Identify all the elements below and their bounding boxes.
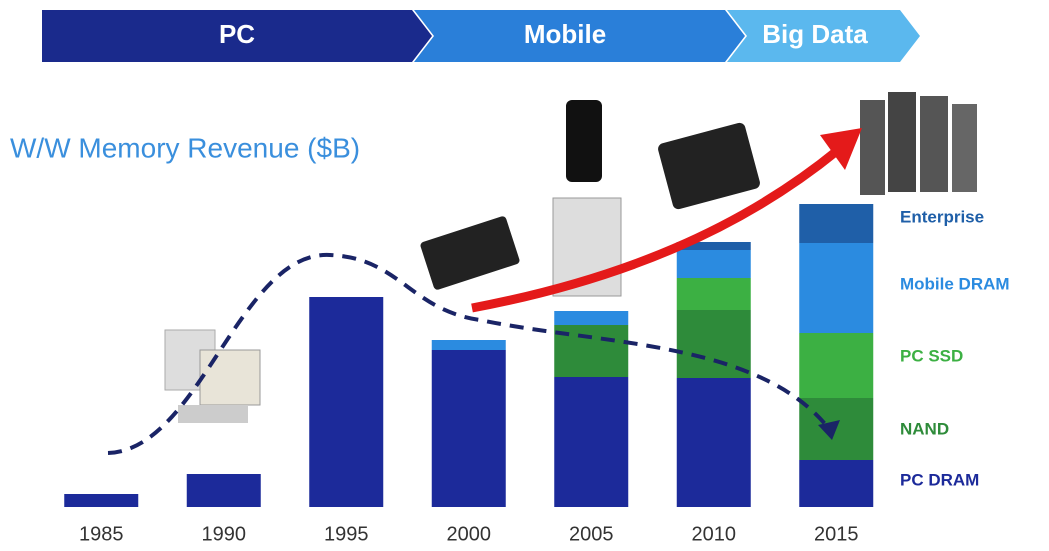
bar-segment	[799, 243, 874, 333]
banner-label: Mobile	[524, 19, 606, 49]
pc-icon	[178, 405, 248, 423]
trend-line	[107, 252, 832, 455]
bar-segment	[186, 474, 261, 507]
bar-segment	[309, 297, 384, 507]
tablet-icon	[658, 122, 760, 210]
bar-segment	[554, 311, 629, 325]
server-icon	[920, 96, 948, 192]
growth-arrow	[471, 146, 841, 313]
x-tick-label: 2010	[692, 523, 737, 545]
bar-segment	[676, 278, 751, 310]
server-icon	[952, 104, 977, 192]
bar-segment	[676, 250, 751, 278]
legend-label: Enterprise	[900, 207, 984, 226]
bar-segment	[799, 333, 874, 398]
sd-icon	[420, 216, 520, 290]
x-tick-label: 2015	[814, 523, 859, 545]
legend-label: PC SSD	[900, 346, 963, 365]
trend-arrowhead	[818, 420, 840, 440]
server-icon	[860, 100, 885, 195]
bar-segment	[676, 242, 751, 250]
x-tick-label: 2000	[447, 523, 492, 545]
phone-icon	[566, 100, 602, 182]
server-icon	[888, 92, 916, 192]
banner-mobile	[414, 10, 745, 62]
x-tick-label: 1990	[202, 523, 247, 545]
legend-label: PC DRAM	[900, 470, 979, 489]
banner-label: Big Data	[762, 19, 868, 49]
bar-segment	[676, 378, 751, 507]
growth-arrowhead	[820, 128, 862, 170]
legend-label: Mobile DRAM	[900, 274, 1010, 293]
bar-segment	[431, 340, 506, 350]
legend-label: NAND	[900, 419, 949, 438]
banner-label: PC	[219, 19, 255, 49]
bar-segment	[431, 350, 506, 507]
bar-segment	[799, 204, 874, 243]
bar-segment	[799, 460, 874, 507]
bar-segment	[554, 377, 629, 507]
x-tick-label: 1985	[79, 523, 124, 545]
chart-title: W/W Memory Revenue ($B)	[10, 132, 360, 163]
pc-icon	[199, 349, 261, 406]
banner-big-data	[727, 10, 920, 62]
x-tick-label: 2005	[569, 523, 614, 545]
banner-pc	[42, 10, 432, 62]
plot	[64, 204, 874, 507]
x-tick-label: 1995	[324, 523, 369, 545]
bar-segment	[64, 494, 139, 507]
